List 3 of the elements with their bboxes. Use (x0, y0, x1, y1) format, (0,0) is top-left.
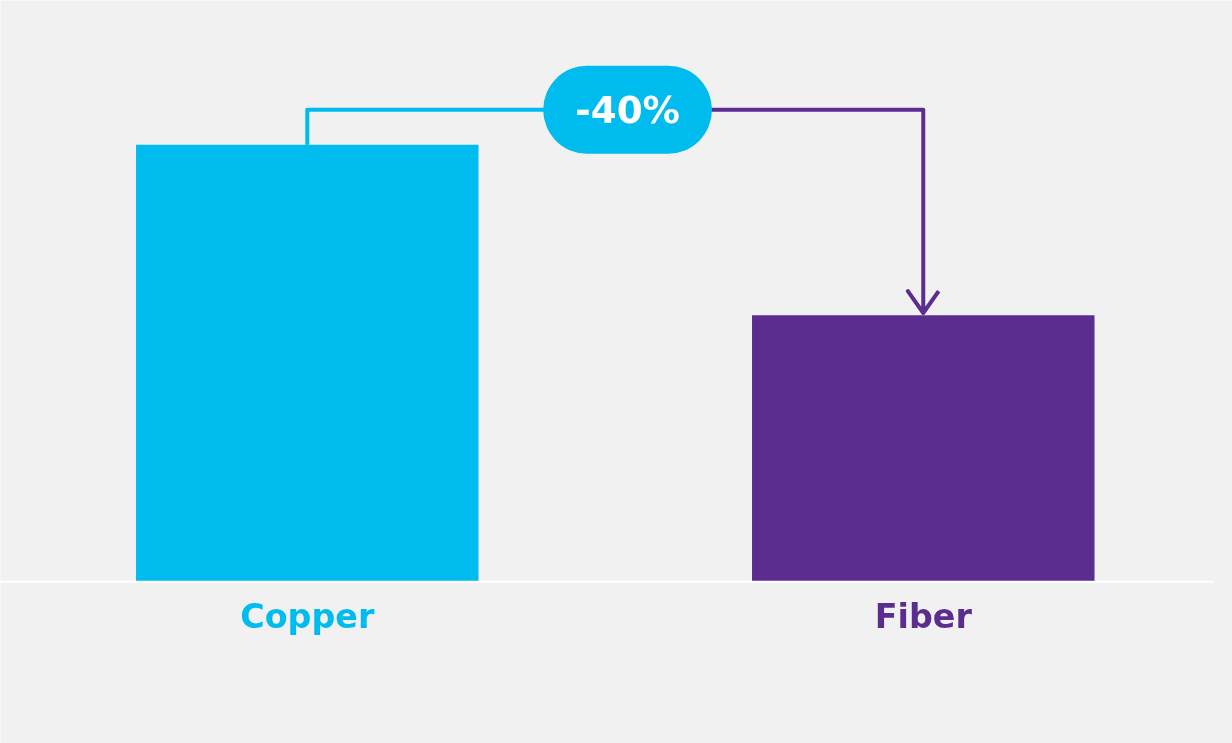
x-tick-label: Fiber (874, 597, 973, 637)
text: -40% (575, 87, 681, 132)
x-tick-label: Copper (240, 597, 375, 637)
